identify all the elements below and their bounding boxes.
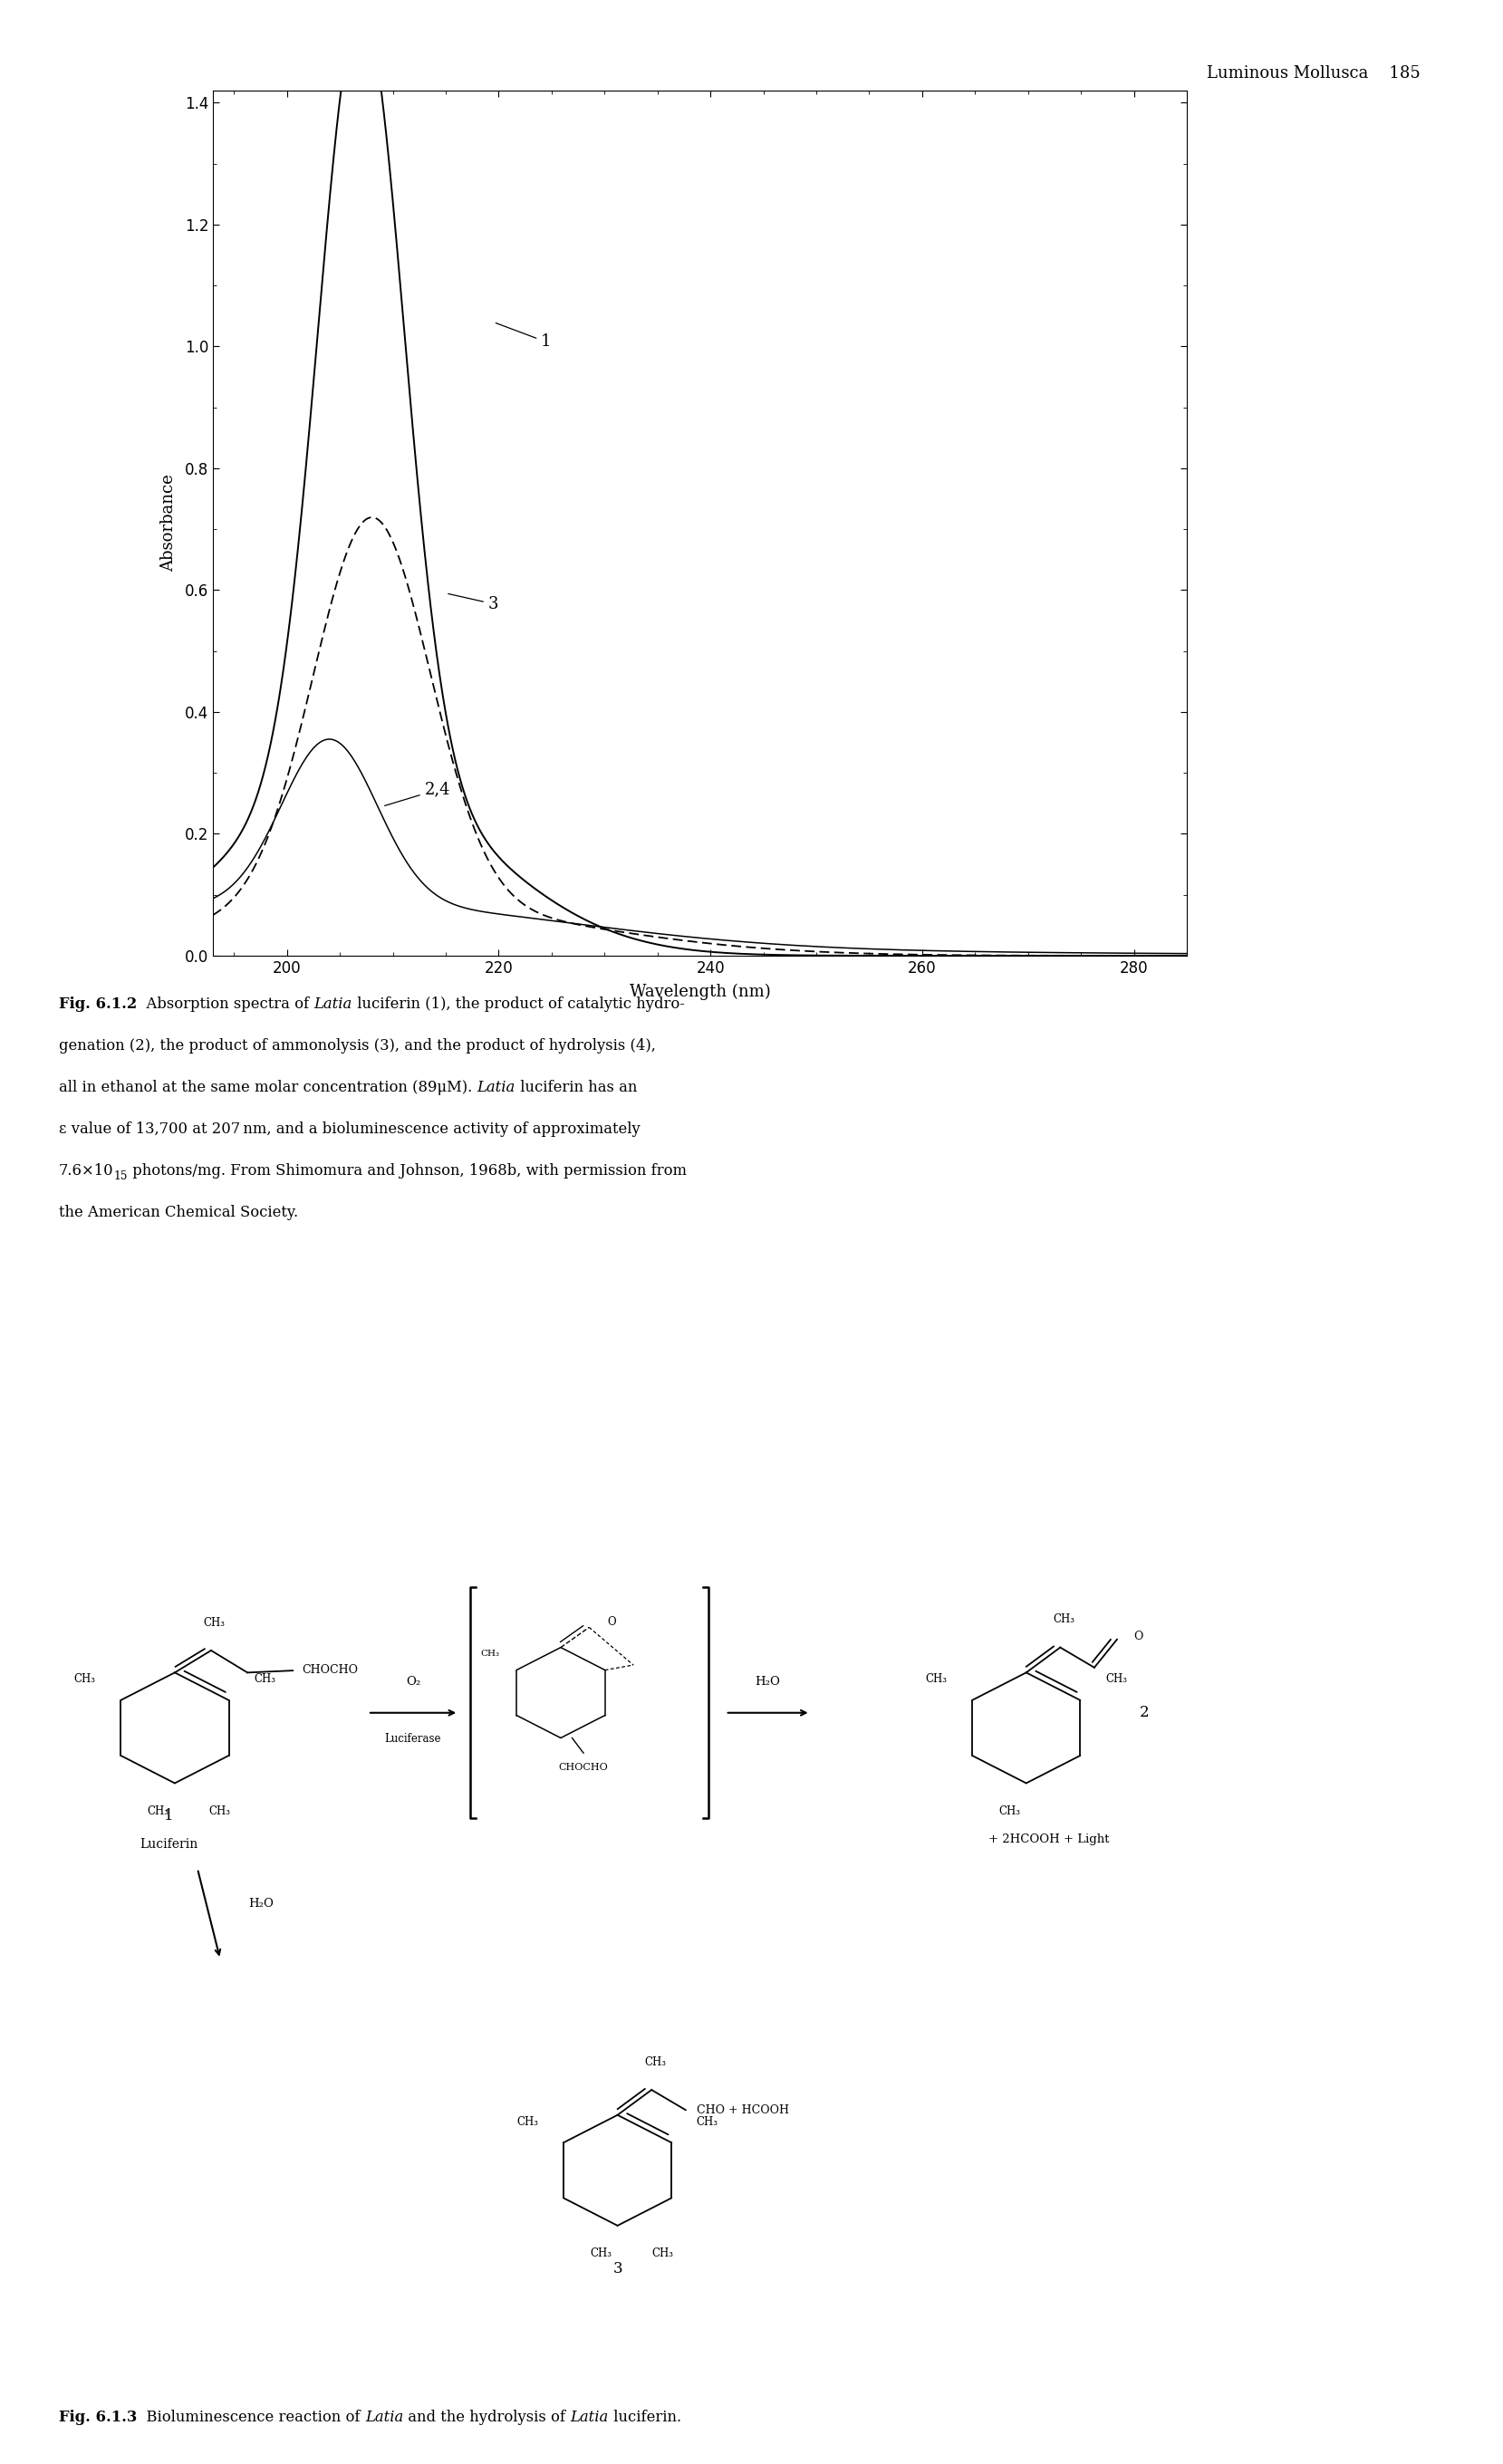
Text: CH₃: CH₃ [203, 1616, 225, 1629]
X-axis label: Wavelength (nm): Wavelength (nm) [630, 983, 771, 1000]
Text: 15: 15 [114, 1170, 128, 1183]
Text: CH₃: CH₃ [1105, 1673, 1127, 1685]
Text: O₂: O₂ [406, 1676, 421, 1688]
Text: Latia: Latia [314, 995, 352, 1013]
Text: luciferin (1), the product of catalytic hydro-: luciferin (1), the product of catalytic … [352, 995, 685, 1013]
Text: CH₃: CH₃ [209, 1806, 230, 1816]
Text: CH₃: CH₃ [481, 1651, 499, 1658]
Text: CH₃: CH₃ [254, 1673, 275, 1685]
Text: O: O [607, 1616, 616, 1629]
Text: Bioluminescence reaction of: Bioluminescence reaction of [137, 2410, 365, 2425]
Text: Absorption spectra of: Absorption spectra of [137, 995, 314, 1013]
Text: CH₃: CH₃ [645, 2055, 666, 2067]
Text: CHO + HCOOH: CHO + HCOOH [697, 2104, 789, 2117]
Text: O: O [1135, 1631, 1144, 1643]
Text: 7.6×10: 7.6×10 [59, 1163, 114, 1178]
Text: 1: 1 [496, 323, 552, 350]
Text: 2,4: 2,4 [385, 781, 451, 806]
Text: ε value of 13,700 at 207 nm, and a bioluminescence activity of approximately: ε value of 13,700 at 207 nm, and a biolu… [59, 1121, 640, 1136]
Text: Latia: Latia [476, 1079, 516, 1094]
Text: Fig. 6.1.3: Fig. 6.1.3 [59, 2410, 137, 2425]
Text: Luciferase: Luciferase [385, 1732, 442, 1745]
Text: all in ethanol at the same molar concentration (89μM).: all in ethanol at the same molar concent… [59, 1079, 476, 1094]
Text: CH₃: CH₃ [517, 2117, 538, 2126]
Text: CHOCHO: CHOCHO [302, 1663, 358, 1676]
Text: CH₃: CH₃ [696, 2117, 718, 2126]
Text: and the hydrolysis of: and the hydrolysis of [403, 2410, 570, 2425]
Text: genation (2), the product of ammonolysis (3), and the product of hydrolysis (4),: genation (2), the product of ammonolysis… [59, 1037, 655, 1055]
Text: Luciferin: Luciferin [140, 1838, 198, 1850]
Text: photons/mg. From Shimomura and Johnson, 1968b, with permission from: photons/mg. From Shimomura and Johnson, … [128, 1163, 687, 1178]
Text: CHOCHO: CHOCHO [559, 1764, 609, 1772]
Text: 1: 1 [164, 1809, 174, 1823]
Text: CH₃: CH₃ [147, 1806, 168, 1816]
Text: 2: 2 [1139, 1705, 1150, 1720]
Text: luciferin has an: luciferin has an [516, 1079, 637, 1094]
Text: H₂O: H₂O [248, 1897, 274, 1910]
Text: Latia: Latia [365, 2410, 403, 2425]
Text: 3: 3 [448, 594, 499, 611]
Y-axis label: Absorbance: Absorbance [161, 476, 177, 572]
Text: CH₃: CH₃ [591, 2247, 612, 2259]
Text: Latia: Latia [570, 2410, 609, 2425]
Text: Luminous Mollusca    185: Luminous Mollusca 185 [1207, 64, 1420, 81]
Text: luciferin.: luciferin. [609, 2410, 681, 2425]
Text: CH₃: CH₃ [999, 1806, 1021, 1816]
Text: + 2HCOOH + Light: + 2HCOOH + Light [989, 1833, 1109, 1846]
Text: CH₃: CH₃ [74, 1673, 96, 1685]
Text: the American Chemical Society.: the American Chemical Society. [59, 1205, 298, 1220]
Text: Fig. 6.1.2: Fig. 6.1.2 [59, 995, 137, 1013]
Text: H₂O: H₂O [756, 1676, 780, 1688]
Text: CH₃: CH₃ [926, 1673, 947, 1685]
Text: CH₃: CH₃ [1052, 1614, 1075, 1626]
Text: 3: 3 [613, 2262, 622, 2277]
Text: CH₃: CH₃ [652, 2247, 673, 2259]
